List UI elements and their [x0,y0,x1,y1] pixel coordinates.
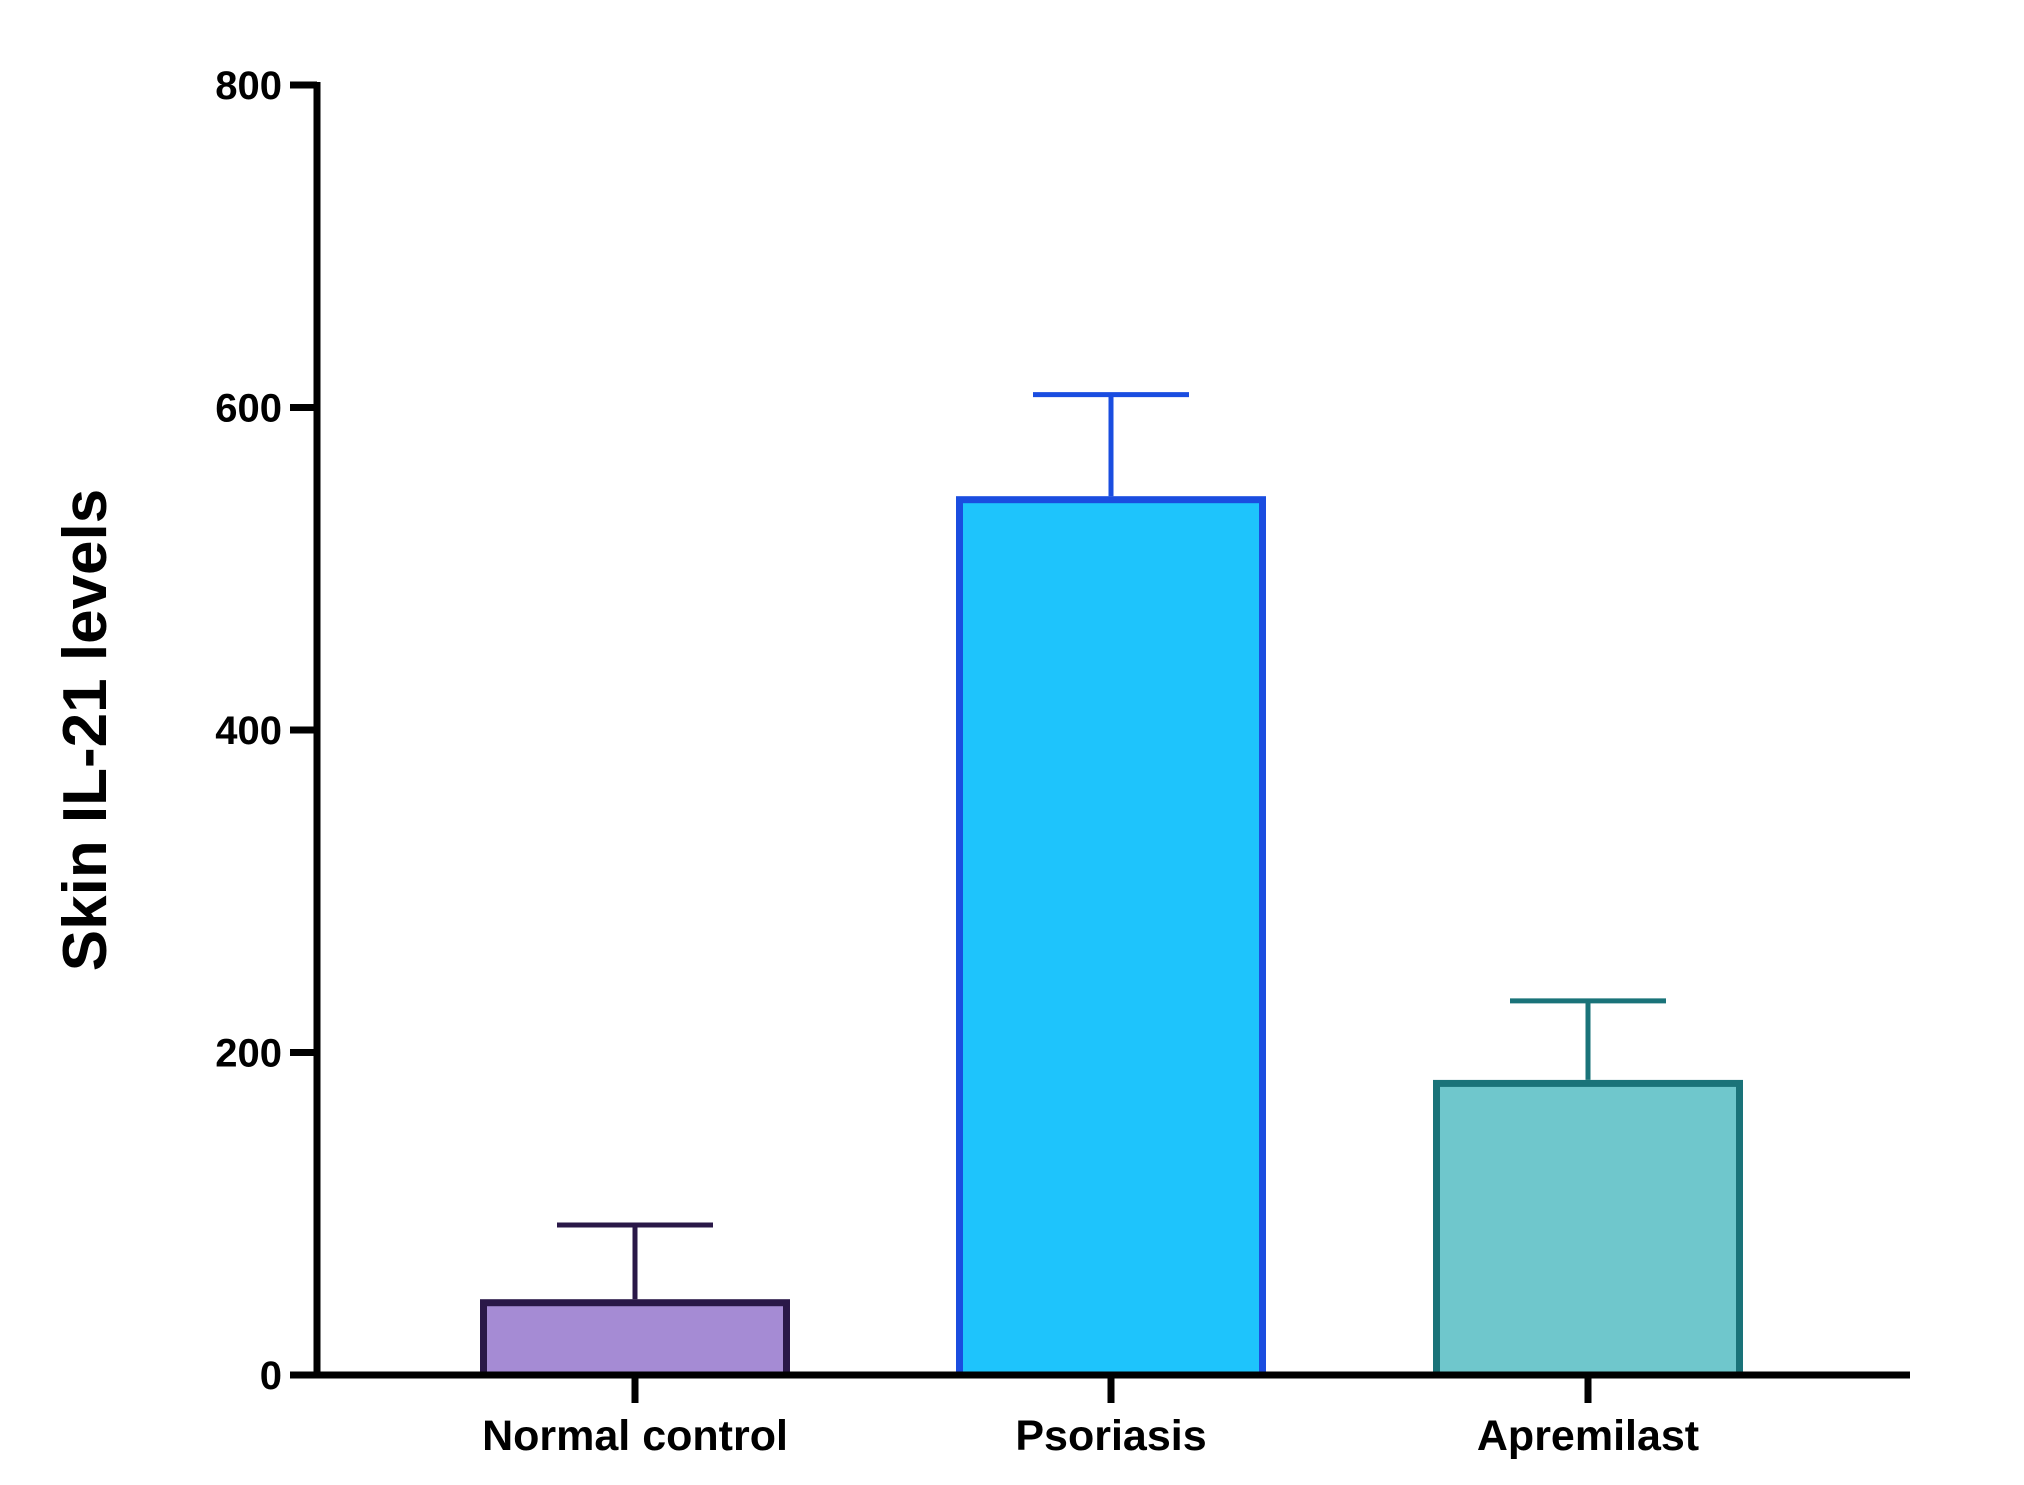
x-axis: Normal control Psoriasis Apremilast [290,1371,1910,1460]
y-tick-label-400: 400 [215,709,282,753]
x-tick-label-apremilast: Apremilast [1477,1412,1699,1460]
y-tick-label-800: 800 [215,64,282,108]
y-tick-label-200: 200 [215,1032,282,1076]
y-axis-title: Skin IL-21 levels [51,489,120,971]
x-tick-label-psoriasis: Psoriasis [1015,1412,1206,1460]
bars [480,496,1743,1379]
y-tick-label-0: 0 [260,1354,282,1398]
y-tick-label-600: 600 [215,387,282,431]
bar-normal-control [480,1299,790,1379]
bar-apremilast [1433,1079,1743,1379]
error-bars [557,392,1666,1300]
y-axis: 0 200 400 600 800 [215,64,321,1398]
bar-psoriasis [956,496,1266,1379]
x-tick-label-normal-control: Normal control [482,1412,788,1460]
